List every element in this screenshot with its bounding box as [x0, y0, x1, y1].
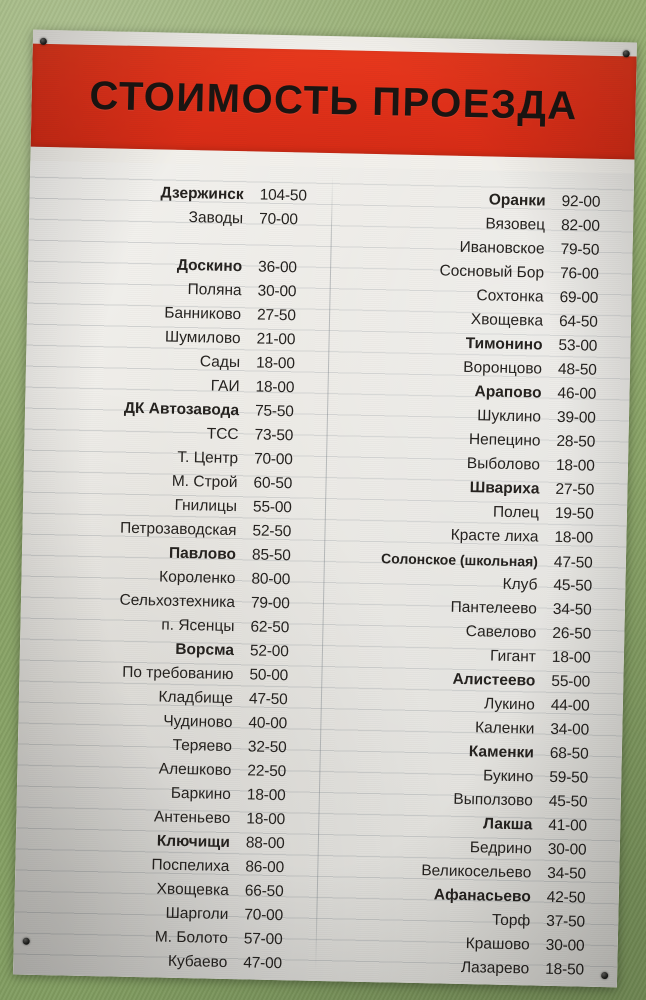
fare-amount: 55-00	[252, 498, 292, 517]
fare-amount: 70-00	[253, 450, 293, 469]
fare-amount: 27-50	[555, 480, 595, 499]
fare-amount: 44-00	[550, 696, 590, 715]
fare-amount: 18-50	[545, 960, 585, 979]
fare-column-right: Оранки 92-00 Вязовец 82-00 Ивановское 79-50 Со…	[315, 167, 634, 987]
fare-amount: 18-00	[554, 528, 594, 547]
fare-amount: 68-50	[549, 744, 589, 763]
fare-amount: 18-00	[255, 378, 295, 397]
fare-amount: 22-50	[247, 762, 287, 781]
fare-amount: 18-00	[246, 810, 286, 829]
fare-amount: 79-50	[560, 240, 600, 259]
fare-amount: 41-00	[548, 816, 588, 835]
fare-amount: 80-00	[251, 570, 291, 589]
fare-amount: 46-00	[557, 384, 597, 403]
fare-amount: 45-50	[553, 576, 593, 595]
fare-amount: 36-00	[257, 258, 297, 277]
fare-amount: 70-00	[258, 210, 298, 229]
fare-amount: 82-00	[560, 216, 600, 235]
fare-amount: 76-00	[559, 264, 599, 283]
fare-amount: 86-00	[245, 858, 285, 877]
fare-amount: 55-00	[551, 672, 591, 691]
fare-amount: 85-50	[251, 546, 291, 565]
screw-top-left-icon	[39, 37, 47, 45]
fare-amount: 34-00	[550, 720, 590, 739]
fare-amount: 26-50	[552, 624, 592, 643]
fare-amount: 28-50	[556, 432, 596, 451]
fare-amount: 57-00	[243, 930, 283, 949]
fare-amount: 75-50	[254, 402, 294, 421]
fare-amount: 59-50	[549, 768, 589, 787]
fare-amount: 37-50	[546, 912, 586, 931]
stop-name: Заводы	[188, 209, 244, 228]
fare-price-sign: СТОИМОСТЬ ПРОЕЗДА Дзержинск 104-50 Заводы 7…	[13, 29, 637, 988]
sign-header-band: СТОИМОСТЬ ПРОЕЗДА	[30, 43, 637, 160]
fare-amount: 39-00	[556, 408, 596, 427]
fare-amount: 18-00	[246, 786, 286, 805]
fare-amount: 42-50	[546, 888, 586, 907]
fare-amount: 18-00	[551, 648, 591, 667]
fare-amount: 45-50	[548, 792, 588, 811]
fare-amount: 27-50	[256, 306, 296, 325]
fare-amount: 48-50	[557, 360, 597, 379]
fare-amount: 64-50	[558, 312, 598, 331]
fare-amount: 30-00	[545, 936, 585, 955]
fare-amount: 66-50	[244, 882, 284, 901]
sign-title: СТОИМОСТЬ ПРОЕЗДА	[89, 73, 579, 129]
fare-amount: 53-00	[558, 336, 598, 355]
fare-amount: 47-00	[243, 954, 283, 973]
fare-amount: 47-50	[553, 553, 593, 572]
fare-amount: 50-00	[249, 666, 289, 685]
fare-amount: 30-00	[257, 282, 297, 301]
fare-column-left: Дзержинск 104-50 Заводы 70-00 Доскино 36-00 По…	[13, 161, 332, 987]
fare-amount: 60-50	[253, 474, 293, 493]
fare-amount: 30-00	[547, 840, 587, 859]
fare-amount: 34-50	[552, 600, 592, 619]
fare-amount: 18-00	[555, 456, 595, 475]
fare-amount: 92-00	[561, 192, 601, 211]
fare-amount: 52-00	[249, 642, 289, 661]
fare-amount: 69-00	[559, 288, 599, 307]
fare-amount: 79-00	[250, 594, 290, 613]
fare-amount: 19-50	[554, 504, 594, 523]
fare-amount: 47-50	[248, 690, 288, 709]
fare-amount: 73-50	[254, 426, 294, 445]
fare-table-board: Дзержинск 104-50 Заводы 70-00 Доскино 36-00 По…	[13, 160, 635, 988]
fare-amount: 104-50	[259, 186, 307, 205]
fare-amount: 40-00	[248, 714, 288, 733]
fare-amount: 62-50	[250, 618, 290, 637]
fare-amount: 21-00	[256, 330, 296, 349]
fare-amount: 18-00	[255, 354, 295, 373]
fare-amount: 70-00	[244, 906, 284, 925]
fare-amount: 88-00	[245, 834, 285, 853]
screw-bottom-right-icon	[601, 971, 609, 980]
fare-amount: 52-50	[252, 522, 292, 541]
fare-amount: 32-50	[247, 738, 287, 757]
fare-amount: 34-50	[547, 864, 587, 883]
